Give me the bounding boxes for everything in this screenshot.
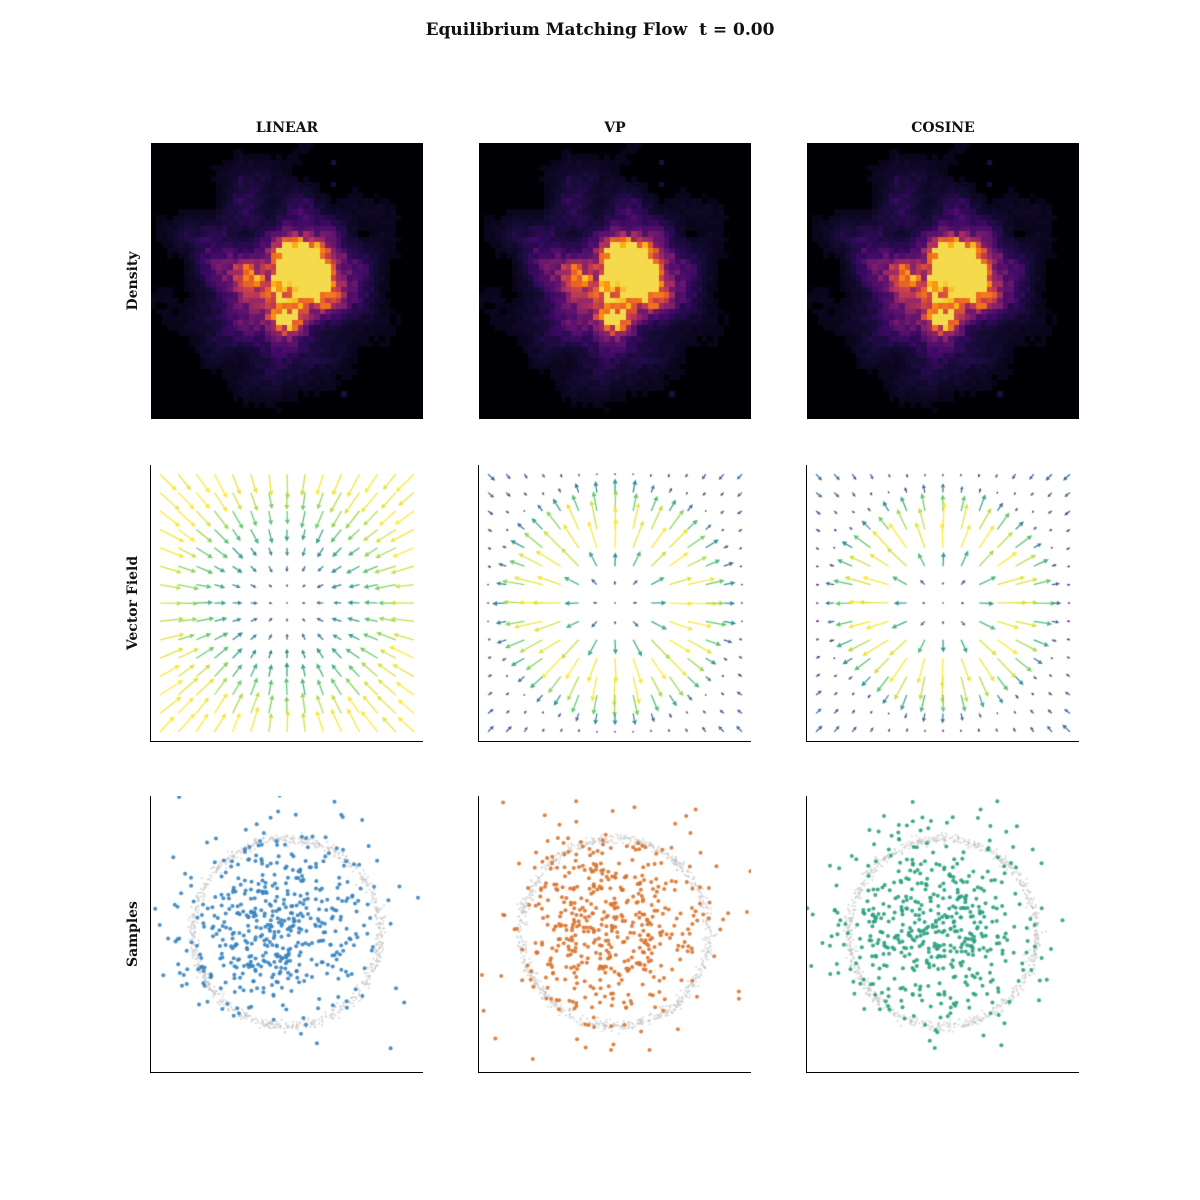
panel-density-linear [151, 143, 423, 419]
panel-samples-linear [150, 796, 423, 1073]
panel-vector-field-cosine [806, 465, 1079, 742]
row-label-samples: Samples [125, 901, 141, 967]
panel-vector-field-vp [478, 465, 751, 742]
vector-field-linear-quiver [151, 465, 423, 741]
column-header-vp: VP [604, 120, 626, 136]
panel-density-cosine [807, 143, 1079, 419]
row-label-vector-field: Vector Field [125, 555, 141, 651]
panel-samples-cosine [806, 796, 1079, 1073]
row-label-density: Density [125, 251, 141, 311]
density-cosine-heatmap [807, 143, 1079, 419]
density-linear-heatmap [151, 143, 423, 419]
figure-title: Equilibrium Matching Flow t = 0.00 [425, 20, 775, 40]
column-header-cosine: COSINE [911, 120, 975, 136]
density-vp-heatmap [479, 143, 751, 419]
panel-vector-field-linear [150, 465, 423, 742]
column-header-linear: LINEAR [255, 120, 319, 136]
samples-vp-scatter [479, 796, 751, 1072]
samples-cosine-scatter [807, 796, 1079, 1072]
vector-field-cosine-quiver [807, 465, 1079, 741]
panel-density-vp [479, 143, 751, 419]
samples-linear-scatter [151, 796, 423, 1072]
vector-field-vp-quiver [479, 465, 751, 741]
panel-samples-vp [478, 796, 751, 1073]
